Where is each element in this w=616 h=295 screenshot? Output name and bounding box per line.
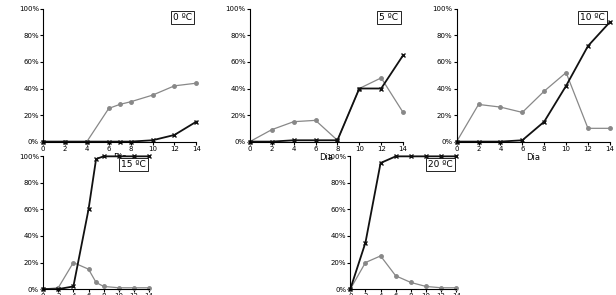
X-axis label: Dia: Dia bbox=[526, 153, 540, 162]
Text: 20 ºC: 20 ºC bbox=[429, 160, 453, 169]
X-axis label: Dia: Dia bbox=[320, 153, 333, 162]
Text: 15 ºC: 15 ºC bbox=[121, 160, 146, 169]
Text: 0 ºC: 0 ºC bbox=[172, 13, 192, 22]
Text: 5 ºC: 5 ºC bbox=[379, 13, 399, 22]
Text: 10 ºC: 10 ºC bbox=[580, 13, 606, 22]
X-axis label: Dia: Dia bbox=[113, 153, 127, 162]
